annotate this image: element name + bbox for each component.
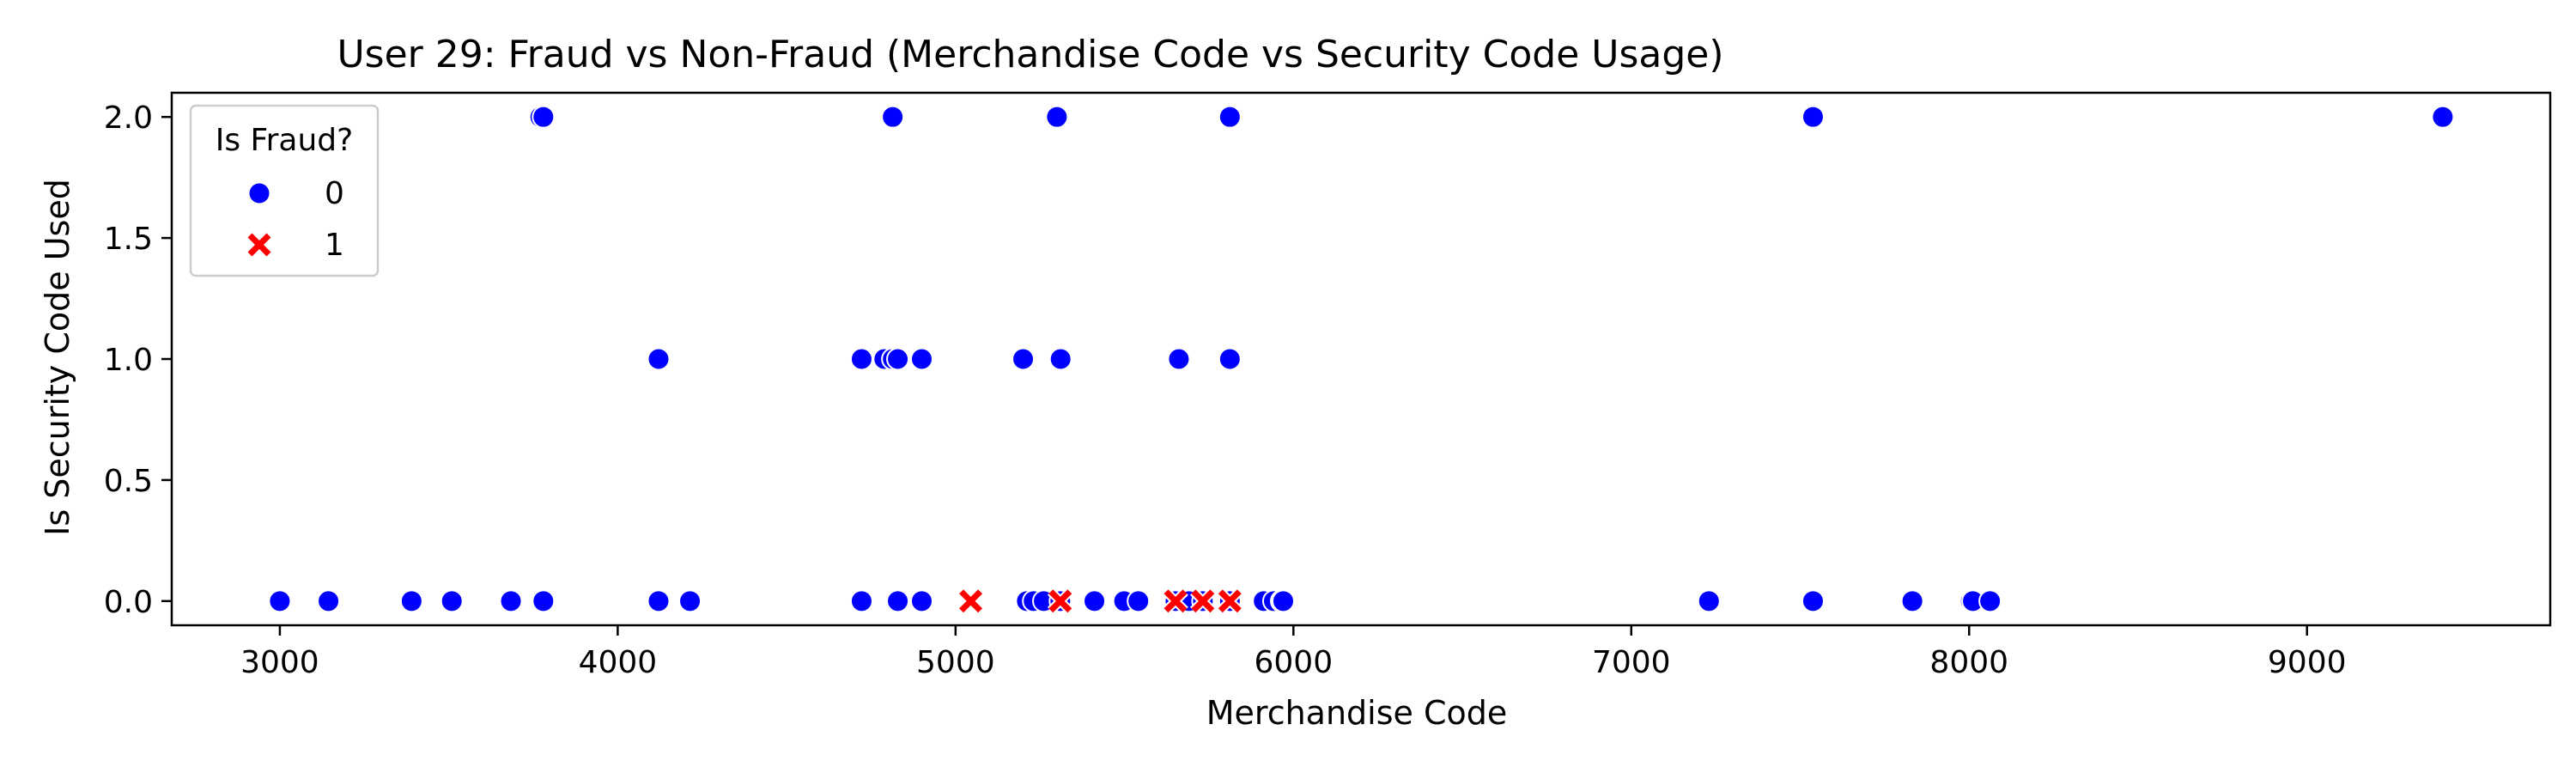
y-axis-label: Is Security Code Used (39, 179, 76, 536)
plot-frame (170, 91, 2552, 627)
data-point-non-fraud (1697, 589, 1721, 613)
data-point-non-fraud (909, 347, 933, 371)
legend-label-1: 1 (325, 228, 344, 263)
legend-marker-0 (247, 181, 271, 205)
x-tick-label: 8000 (1929, 645, 2008, 680)
data-point-non-fraud (1801, 589, 1825, 613)
y-tick-label: 2.0 (104, 100, 153, 136)
x-axis-label: Merchandise Code (1206, 694, 1508, 732)
data-point-non-fraud (1012, 347, 1036, 371)
data-point-fraud (1163, 589, 1188, 613)
data-point-non-fraud (1978, 589, 2002, 613)
data-point-non-fraud (1167, 347, 1191, 371)
legend-label-0: 0 (325, 176, 344, 211)
chart-title: User 29: Fraud vs Non-Fraud (Merchandise… (337, 33, 1723, 76)
series-1 (957, 587, 1243, 614)
data-point-non-fraud (849, 589, 873, 613)
data-point-non-fraud (886, 347, 910, 371)
data-point-non-fraud (909, 589, 933, 613)
data-points (268, 105, 2455, 614)
data-point-non-fraud (1045, 105, 1069, 129)
y-tick-label: 1.0 (104, 343, 153, 378)
data-point-non-fraud (440, 589, 464, 613)
legend-box (189, 104, 380, 277)
x-tick-label: 3000 (240, 645, 319, 680)
data-point-non-fraud (1272, 589, 1296, 613)
y-tick-label: 0.0 (104, 585, 153, 620)
x-tick-label: 6000 (1254, 645, 1333, 680)
legend-title: Is Fraud? (216, 123, 354, 158)
data-point-fraud (1218, 589, 1242, 613)
legend-marker-1 (247, 233, 271, 257)
x-tick-label: 7000 (1592, 645, 1671, 680)
y-axis: 0.0 0.5 1.0 1.5 2.0 (104, 100, 172, 620)
data-point-non-fraud (2431, 105, 2455, 129)
data-point-non-fraud (399, 589, 423, 613)
data-point-non-fraud (678, 589, 702, 613)
y-tick-label: 0.5 (104, 464, 153, 499)
x-tick-label: 5000 (916, 645, 995, 680)
data-point-non-fraud (532, 589, 556, 613)
data-point-non-fraud (532, 105, 556, 129)
data-point-non-fraud (268, 589, 292, 613)
x-tick-label: 4000 (579, 645, 658, 680)
data-point-non-fraud (1900, 589, 1924, 613)
data-point-fraud (959, 589, 983, 613)
data-point-non-fraud (1218, 347, 1242, 371)
data-point-non-fraud (499, 589, 523, 613)
data-point-non-fraud (647, 347, 671, 371)
series-0 (268, 105, 2455, 613)
data-point-non-fraud (881, 105, 905, 129)
x-tick-label: 9000 (2268, 645, 2347, 680)
data-point-fraud (1191, 589, 1215, 613)
y-tick-label: 1.5 (104, 222, 153, 257)
data-point-non-fraud (1048, 347, 1072, 371)
x-axis: 3000 4000 5000 6000 7000 8000 9000 (240, 625, 2347, 680)
data-point-non-fraud (647, 589, 671, 613)
data-point-fraud (1048, 589, 1072, 613)
data-point-non-fraud (1218, 105, 1242, 129)
data-point-non-fraud (886, 589, 910, 613)
data-point-non-fraud (1801, 105, 1825, 129)
data-point-non-fraud (849, 347, 873, 371)
data-point-non-fraud (1127, 589, 1151, 613)
plot-area (170, 91, 2552, 627)
data-point-non-fraud (317, 589, 341, 613)
data-point-non-fraud (1083, 589, 1107, 613)
legend: Is Fraud? 0 1 (189, 104, 380, 277)
